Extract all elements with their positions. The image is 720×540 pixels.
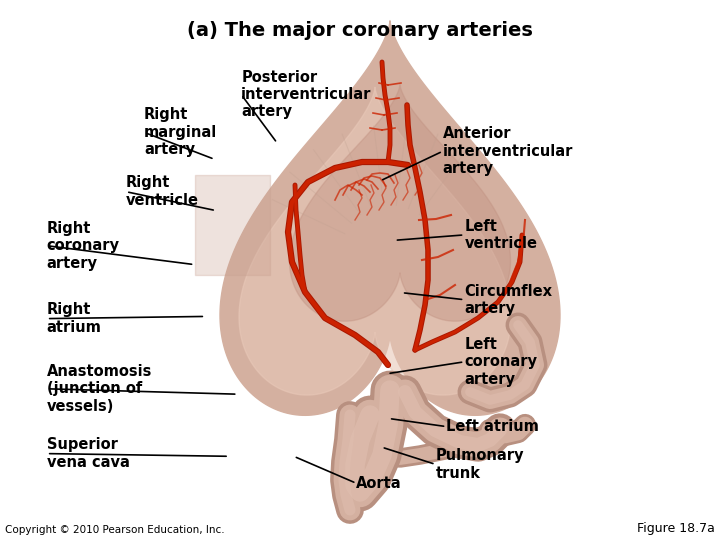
Polygon shape <box>289 84 510 321</box>
Text: Pulmonary
trunk: Pulmonary trunk <box>436 448 524 481</box>
Text: Anterior
interventricular
artery: Anterior interventricular artery <box>443 126 573 176</box>
Polygon shape <box>239 87 511 395</box>
Text: (a) The major coronary arteries: (a) The major coronary arteries <box>187 21 533 39</box>
Text: Anastomosis
(junction of
vessels): Anastomosis (junction of vessels) <box>47 364 152 414</box>
Text: Left
ventricle: Left ventricle <box>464 219 537 251</box>
Text: Superior
vena cava: Superior vena cava <box>47 437 130 470</box>
Text: Circumflex
artery: Circumflex artery <box>464 284 552 316</box>
Text: Right
atrium: Right atrium <box>47 302 102 335</box>
Text: Aorta: Aorta <box>356 476 402 491</box>
Text: Copyright © 2010 Pearson Education, Inc.: Copyright © 2010 Pearson Education, Inc. <box>5 525 225 535</box>
Polygon shape <box>220 21 560 415</box>
Text: Posterior
interventricular
artery: Posterior interventricular artery <box>241 70 372 119</box>
Text: Left
coronary
artery: Left coronary artery <box>464 337 537 387</box>
Text: Left atrium: Left atrium <box>446 419 539 434</box>
Text: Right
coronary
artery: Right coronary artery <box>47 221 120 271</box>
Text: Figure 18.7a: Figure 18.7a <box>637 522 715 535</box>
Text: Right
marginal
artery: Right marginal artery <box>144 107 217 157</box>
Text: Right
ventricle: Right ventricle <box>126 176 199 208</box>
